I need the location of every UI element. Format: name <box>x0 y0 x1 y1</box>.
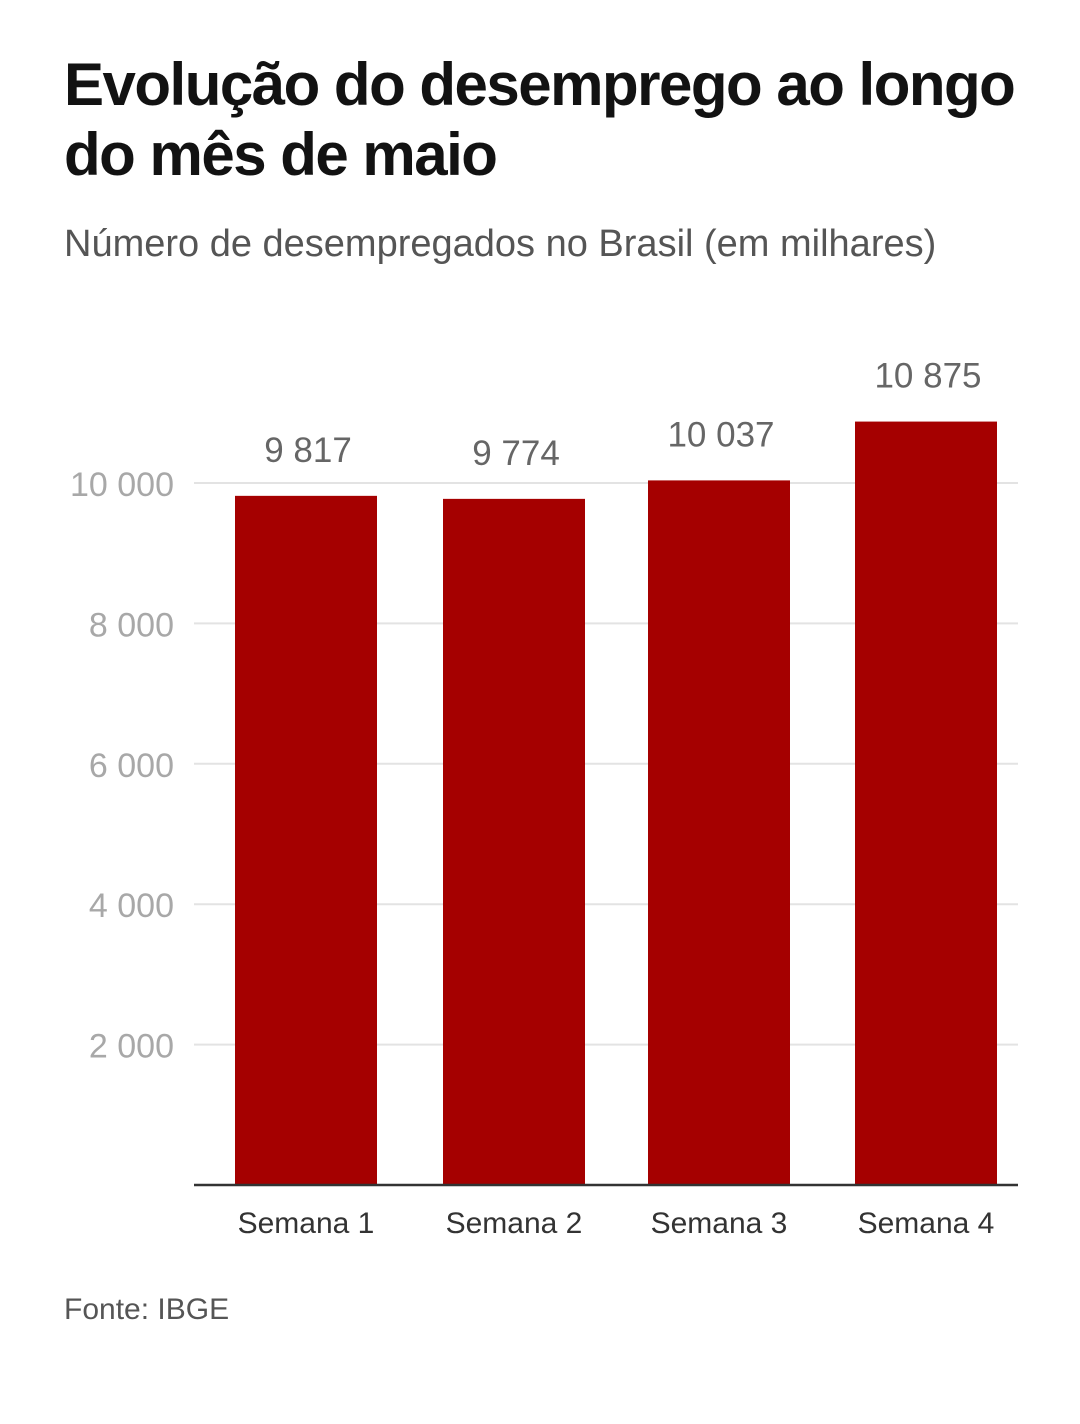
y-tick-label: 2 000 <box>89 1028 174 1066</box>
chart-subtitle: Número de desempregados no Brasil (em mi… <box>64 223 937 265</box>
data-label: 10 037 <box>667 415 774 454</box>
x-tick-label: Semana 3 <box>651 1207 788 1240</box>
x-tick-label: Semana 2 <box>446 1207 583 1240</box>
y-tick-label: 6 000 <box>89 747 174 785</box>
data-label: 10 875 <box>874 357 981 396</box>
bars: 9 817 9 774 10 037 10 875 <box>235 357 997 1186</box>
bar <box>855 421 997 1185</box>
y-tick-label: 4 000 <box>89 887 174 925</box>
data-label: 9 774 <box>472 434 560 473</box>
x-tick-label: Semana 4 <box>858 1207 995 1240</box>
y-tick-label: 8 000 <box>89 606 174 644</box>
y-tick-label: 10 000 <box>70 466 174 504</box>
bar <box>648 480 790 1185</box>
source-note: Fonte: IBGE <box>64 1293 230 1326</box>
x-tick-label: Semana 1 <box>238 1207 375 1240</box>
bar <box>235 495 377 1186</box>
axes: 2 000 4 000 6 000 8 000 10 000 Semana 1 Semana… <box>70 466 1018 1240</box>
chart-title: Evolução do desemprego ao longo do mês d… <box>64 51 1016 188</box>
bar <box>443 498 585 1185</box>
data-label: 9 817 <box>264 431 352 470</box>
